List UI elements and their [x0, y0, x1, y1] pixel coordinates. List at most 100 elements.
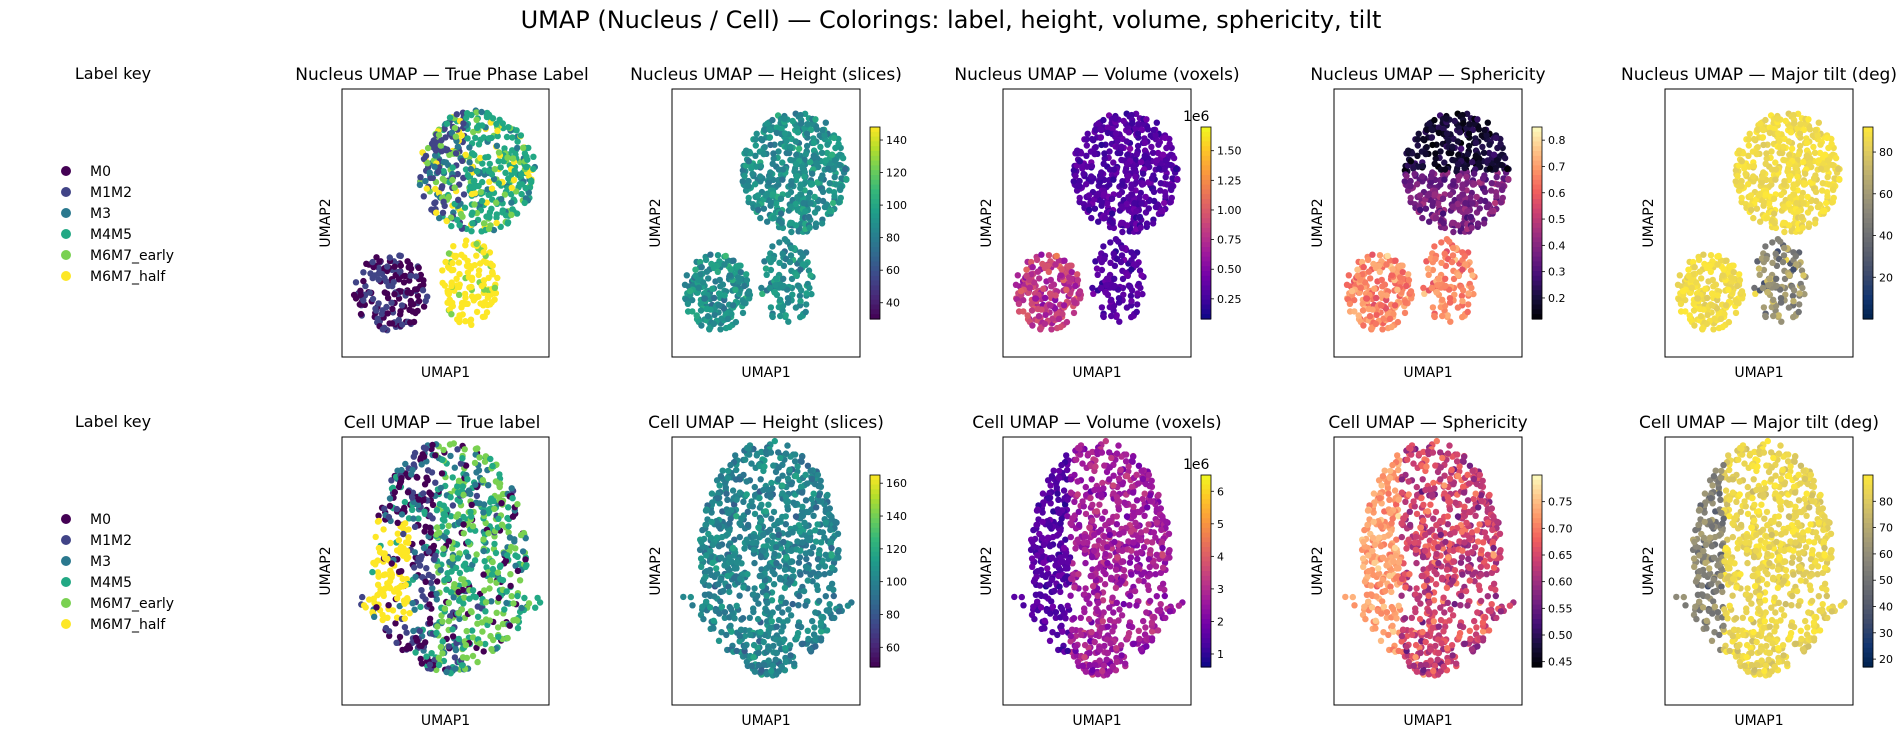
scatter-point: [1780, 220, 1786, 226]
scatter-point: [1442, 283, 1448, 289]
scatter-point: [1715, 292, 1721, 298]
scatter-point: [793, 138, 799, 144]
scatter-point: [1455, 161, 1461, 167]
scatter-point: [1815, 204, 1821, 210]
colorbar-segment: [1201, 290, 1211, 295]
scatter-point: [1150, 150, 1156, 156]
scatter-point: [684, 272, 690, 278]
colorbar-segment: [1863, 175, 1873, 180]
scatter-point: [1151, 198, 1157, 204]
scatter-point: [1442, 251, 1448, 257]
scatter-point: [1131, 253, 1137, 259]
scatter-point: [1442, 166, 1448, 172]
scatter-point: [1367, 275, 1373, 281]
scatter-point: [1089, 136, 1095, 142]
scatter-point: [685, 301, 691, 307]
scatter-point: [464, 135, 470, 141]
scatter-point: [1111, 276, 1117, 282]
scatter-point: [1046, 252, 1052, 258]
scatter-point: [741, 283, 747, 289]
legend-label: M4M5: [90, 227, 132, 243]
scatter-point: [486, 226, 492, 232]
scatter-point: [743, 148, 749, 154]
colorbar-segment: [1863, 290, 1873, 295]
scatter-point: [1455, 138, 1461, 144]
scatter-point: [1469, 159, 1475, 165]
scatter-point: [1455, 222, 1461, 228]
scatter-point: [1704, 321, 1710, 327]
colorbar-segment: [1201, 305, 1211, 310]
scatter-point: [1481, 220, 1487, 226]
scatter-point: [439, 618, 445, 624]
scatter-point: [1465, 301, 1471, 307]
scatter-point: [353, 279, 359, 285]
colorbar-segment: [1532, 137, 1542, 142]
legend-marker: [61, 250, 71, 260]
scatter-point: [1755, 144, 1761, 150]
scatter-point: [1111, 283, 1117, 289]
scatter-point: [494, 211, 500, 217]
scatter-point: [1441, 220, 1447, 226]
scatter-point: [392, 489, 398, 495]
panel-title: Nucleus UMAP — Sphericity: [1310, 65, 1545, 85]
scatter-point: [1445, 312, 1451, 318]
scatter-point: [1053, 292, 1059, 298]
scatter-point: [1411, 171, 1417, 177]
scatter-point: [417, 556, 423, 562]
scatter-point: [492, 285, 498, 291]
scatter-point: [1102, 215, 1108, 221]
colorbar-segment: [1863, 218, 1873, 223]
scatter-point: [1013, 282, 1019, 288]
scatter-point: [1072, 173, 1078, 179]
scatter-point: [475, 603, 481, 609]
scatter-point: [505, 523, 511, 529]
colorbar-segment: [1201, 252, 1211, 257]
scatter-point: [1128, 314, 1134, 320]
scatter-point: [379, 311, 385, 317]
scatter-point: [807, 200, 813, 206]
scatter-point: [468, 608, 474, 614]
scatter-point: [1462, 261, 1468, 267]
scatter-point: [1110, 220, 1116, 226]
scatter-point: [1077, 288, 1083, 294]
scatter-point: [1677, 272, 1683, 278]
scatter-point: [417, 628, 423, 634]
scatter-point: [1163, 174, 1169, 180]
scatter-point: [1776, 312, 1782, 318]
scatter-point: [417, 604, 423, 610]
scatter-point: [798, 191, 804, 197]
scatter-point: [1760, 127, 1766, 133]
scatter-point: [412, 450, 418, 456]
colorbar-segment: [1201, 233, 1211, 238]
scatter-point: [1157, 187, 1163, 193]
scatter-point: [780, 283, 786, 289]
scatter-point: [472, 183, 478, 189]
scatter-point: [395, 520, 401, 526]
scatter-point: [433, 147, 439, 153]
scatter-point: [1796, 290, 1802, 296]
colorbar-segment: [1863, 233, 1873, 238]
colorbar-tick-label: 40: [886, 297, 900, 310]
scatter-point: [819, 150, 825, 156]
scatter-point: [1089, 163, 1095, 169]
scatter-point: [371, 614, 377, 620]
scatter-point: [501, 606, 507, 612]
scatter-point: [1825, 174, 1831, 180]
colorbar-segment: [1532, 218, 1542, 223]
scatter-point: [1733, 299, 1739, 305]
scatter-point: [406, 307, 412, 313]
scatter-point: [442, 203, 448, 209]
scatter-point: [360, 297, 366, 303]
scatter-point: [1750, 173, 1756, 179]
scatter-point: [1807, 126, 1813, 132]
scatter-point: [499, 522, 505, 528]
colorbar-segment: [1532, 281, 1542, 286]
scatter-point: [1148, 144, 1154, 150]
scatter-point: [796, 146, 802, 152]
figure-title: UMAP (Nucleus / Cell) — Colorings: label…: [521, 6, 1382, 34]
scatter-point: [769, 243, 775, 249]
scatter-point: [398, 253, 404, 259]
scatter-point: [404, 556, 410, 562]
scatter-point: [1174, 176, 1180, 182]
scatter-point: [427, 512, 433, 518]
